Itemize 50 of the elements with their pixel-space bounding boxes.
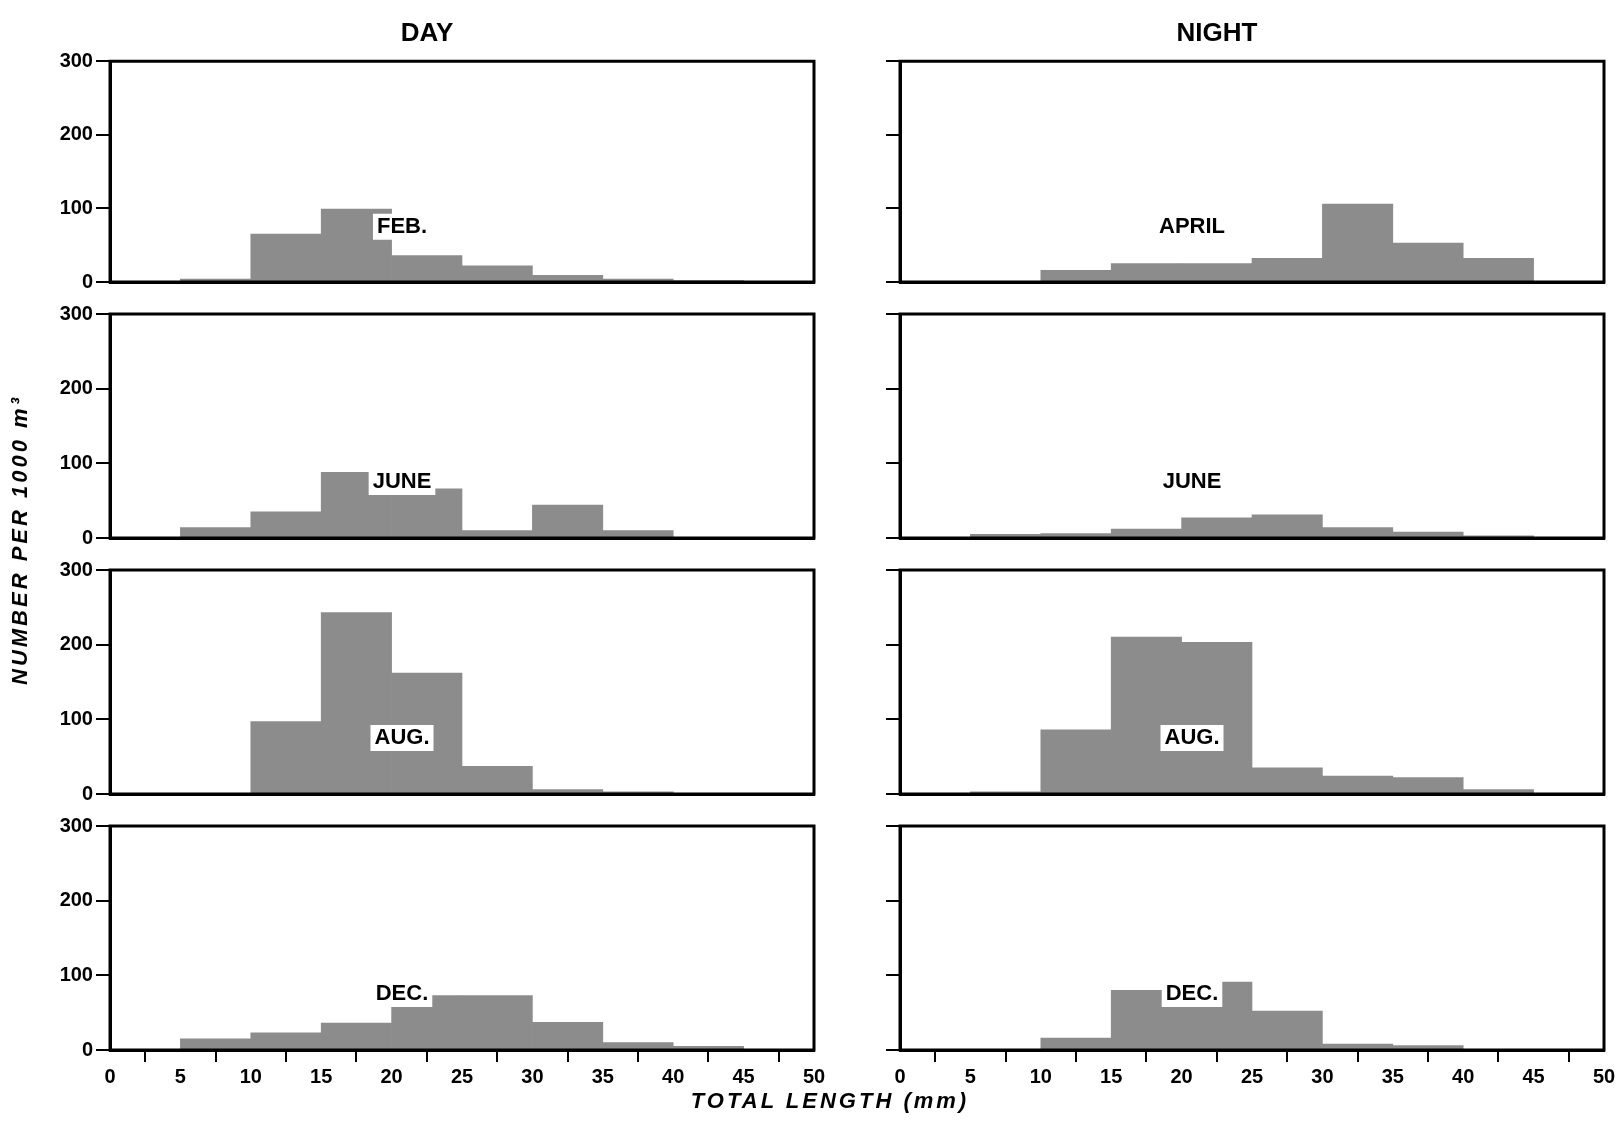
annotation: FEB. (376, 212, 428, 238)
x-tick-label: 5 (174, 1064, 186, 1087)
annotation: AUG. (374, 724, 430, 750)
x-tick-label: 15 (1100, 1064, 1123, 1087)
y-tick-label: 0 (81, 1037, 93, 1060)
y-tick-label: 100 (59, 962, 93, 985)
x-tick-label: 50 (1592, 1064, 1616, 1087)
x-tick-label: 30 (521, 1064, 544, 1087)
x-tick-label: 0 (104, 1064, 116, 1087)
chart-title: NIGHT (1176, 16, 1258, 47)
y-axis-title: NUMBER PER 1000 m³ (7, 395, 33, 685)
x-tick-label: 40 (1452, 1064, 1475, 1087)
y-tick-label: 0 (81, 269, 93, 292)
annotation: JUNE (372, 468, 432, 494)
x-tick-label: 5 (964, 1064, 976, 1087)
x-axis-title: TOTAL LENGTH (mm) (689, 1088, 971, 1114)
x-tick-label: 35 (1381, 1064, 1404, 1087)
x-tick-label: 0 (894, 1064, 906, 1087)
x-tick-label: 45 (1522, 1064, 1545, 1087)
x-tick-label: 35 (591, 1064, 614, 1087)
x-tick-label: 25 (450, 1064, 474, 1087)
y-tick-label: 100 (59, 706, 93, 729)
y-tick-label: 0 (81, 525, 93, 548)
x-tick-label: 25 (1240, 1064, 1264, 1087)
y-tick-label: 200 (59, 888, 93, 911)
y-tick-label: 0 (81, 781, 93, 804)
y-tick-label: 200 (59, 122, 93, 145)
y-tick-label: 100 (59, 195, 93, 218)
annotation: AUG. (1164, 724, 1220, 750)
y-tick-label: 300 (59, 48, 93, 71)
y-tick-label: 200 (59, 632, 93, 655)
annotation: DEC. (1165, 980, 1219, 1006)
x-tick-label: 15 (310, 1064, 333, 1087)
annotation: JUNE (1162, 468, 1222, 494)
x-tick-label: 40 (662, 1064, 685, 1087)
annotation: APRIL (1159, 212, 1225, 238)
x-tick-label: 10 (239, 1064, 262, 1087)
annotation: DEC. (375, 980, 429, 1006)
x-tick-label: 30 (1311, 1064, 1334, 1087)
x-tick-label: 45 (732, 1064, 755, 1087)
y-tick-label: 100 (59, 450, 93, 473)
chart-title: DAY (400, 16, 454, 47)
x-tick-label: 50 (802, 1064, 826, 1087)
x-tick-label: 10 (1029, 1064, 1052, 1087)
x-tick-label: 20 (1170, 1064, 1193, 1087)
y-tick-label: 300 (59, 813, 93, 836)
y-tick-label: 300 (59, 557, 93, 580)
y-tick-label: 200 (59, 376, 93, 399)
y-tick-label: 300 (59, 301, 93, 324)
x-tick-label: 20 (380, 1064, 403, 1087)
